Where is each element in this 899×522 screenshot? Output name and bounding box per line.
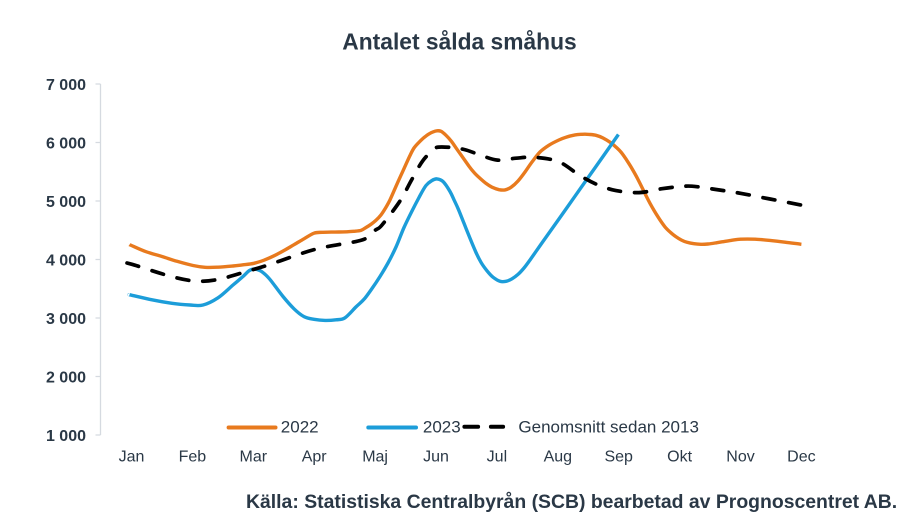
svg-text:Antalet sålda småhus: Antalet sålda småhus <box>342 29 576 55</box>
svg-text:2022: 2022 <box>281 418 319 437</box>
svg-text:Nov: Nov <box>726 449 754 466</box>
svg-text:2023: 2023 <box>423 418 461 437</box>
svg-text:Apr: Apr <box>302 449 328 466</box>
svg-text:Genomsnitt sedan 2013: Genomsnitt sedan 2013 <box>518 418 699 437</box>
svg-text:Dec: Dec <box>787 449 815 466</box>
svg-text:Jun: Jun <box>423 449 449 466</box>
svg-text:Maj: Maj <box>362 449 388 466</box>
svg-text:Feb: Feb <box>179 449 207 466</box>
svg-text:Jul: Jul <box>487 449 507 466</box>
svg-text:Mar: Mar <box>240 449 268 466</box>
svg-text:2 000: 2 000 <box>46 369 86 386</box>
svg-text:5 000: 5 000 <box>46 194 86 211</box>
svg-text:Okt: Okt <box>667 449 692 466</box>
svg-text:Källa: Statistiska Centralbyrå: Källa: Statistiska Centralbyrån (SCB) be… <box>246 490 897 513</box>
svg-text:1 000: 1 000 <box>46 428 86 445</box>
svg-text:Jan: Jan <box>119 449 145 466</box>
svg-text:4 000: 4 000 <box>46 252 86 269</box>
svg-text:Aug: Aug <box>544 449 572 466</box>
svg-text:7 000: 7 000 <box>46 77 86 94</box>
svg-text:6 000: 6 000 <box>46 135 86 152</box>
svg-text:3 000: 3 000 <box>46 311 86 328</box>
svg-text:Sep: Sep <box>604 449 633 466</box>
